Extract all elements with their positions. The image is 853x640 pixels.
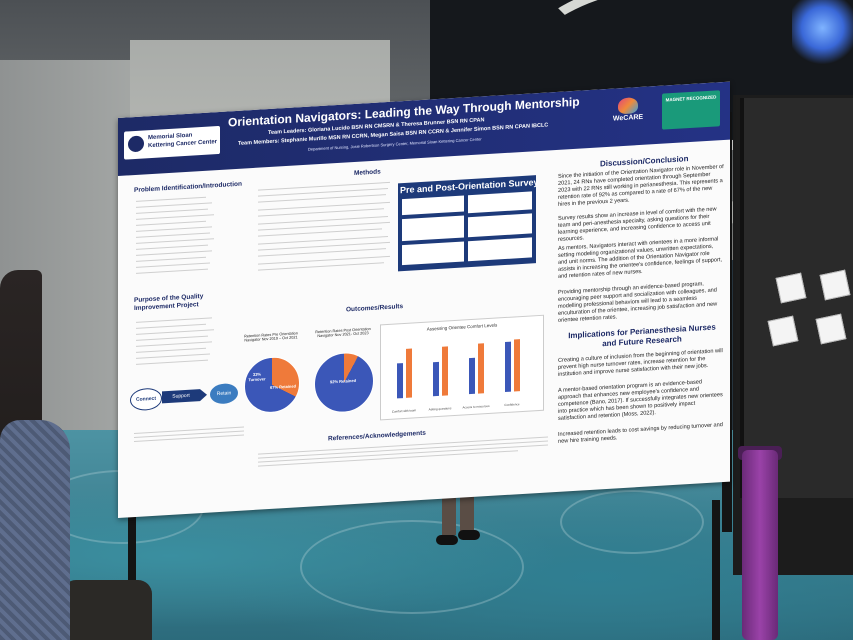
carpet-pattern	[560, 490, 704, 554]
implication-bullet-2: A mentor-based orientation program is an…	[558, 379, 723, 422]
magnet-logo: MAGNET RECOGNIZED	[662, 90, 720, 130]
implications-heading: Implications for Perianesthesia Nurses a…	[568, 322, 716, 349]
bar-category-label: Asking questions	[428, 406, 452, 412]
carpet-pattern	[300, 520, 524, 614]
implication-bullet-3: Increased retention leads to cost saving…	[558, 422, 723, 445]
bag	[62, 580, 152, 640]
bar-category-label: Confidence	[504, 402, 520, 408]
survey-question-card	[402, 241, 464, 266]
implication-bullet-1: Creating a culture of inclusion from the…	[558, 348, 723, 378]
bar-pre-2	[469, 357, 475, 395]
bar-category-label: Comfort with team	[391, 408, 417, 415]
methods-heading: Methods	[354, 168, 381, 177]
bar-pre-1	[433, 362, 439, 397]
connect-support-retain-diagram: Connect Support Retain	[130, 381, 240, 418]
survey-question-card	[468, 191, 532, 214]
pinned-note	[775, 272, 807, 304]
bar-post-0	[406, 348, 412, 398]
purple-stanchion	[742, 450, 778, 640]
survey-question-card	[402, 215, 464, 242]
survey-question-card	[468, 213, 532, 238]
bar-post-2	[478, 342, 484, 394]
bar-pre-0	[397, 363, 403, 399]
person-coat	[0, 420, 70, 640]
survey-panel: Pre and Post-Orientation Survey	[398, 175, 539, 272]
connect-circle: Connect	[130, 387, 162, 412]
wecare-logo: WeCARE	[608, 97, 648, 131]
support-arrow: Support	[162, 389, 200, 404]
survey-question-card	[402, 195, 464, 216]
purpose-heading: Purpose of the Quality Improvement Proje…	[134, 292, 204, 313]
magnet-label: MAGNET RECOGNIZED	[665, 94, 717, 103]
discussion-bullet-3: As mentors, Navigators interact with ori…	[558, 236, 723, 280]
wecare-label: WeCARE	[612, 113, 644, 123]
bar-chart: Assessing Orientee Comfort Levels Comfor…	[380, 314, 544, 421]
mskcc-seal-icon	[128, 135, 144, 153]
bar-category-label: Access to resources	[462, 404, 490, 410]
bar-chart-plot: Comfort with team Asking questions Access …	[381, 316, 543, 420]
pinned-note	[767, 315, 799, 347]
problem-heading: Problem Identification/Introduction	[134, 180, 242, 195]
easel-leg	[128, 450, 136, 640]
bar-pre-3	[505, 341, 511, 393]
bar-post-3	[514, 339, 520, 392]
research-poster: Memorial Sloan Kettering Cancer Center O…	[118, 81, 730, 518]
pinned-note	[819, 269, 851, 301]
heart-icon	[618, 97, 638, 115]
arrow-head-icon	[200, 388, 207, 402]
blue-chandelier	[792, 0, 853, 70]
outcomes-heading: Outcomes/Results	[346, 303, 404, 314]
survey-question-card	[468, 237, 532, 262]
discussion-bullet-1: Since the initiation of the Orientation …	[558, 164, 724, 208]
pinned-note	[815, 313, 847, 345]
shoe	[458, 530, 480, 540]
discussion-bullet-4: Providing mentorship through an evidence…	[558, 281, 718, 324]
institution-name: Memorial Sloan Kettering Cancer Center	[148, 132, 218, 150]
easel-leg	[712, 500, 720, 640]
retain-circle: Retain	[210, 382, 238, 405]
shoe	[436, 535, 458, 545]
pie-left-title: Retention Rates Pre Orientation Navigato…	[244, 331, 298, 343]
mskcc-logo: Memorial Sloan Kettering Cancer Center	[124, 125, 220, 160]
pie-left-turnover: 33% Turnover	[248, 371, 266, 383]
pie-right-title: Retention Rates Post Orientation Navigat…	[315, 326, 371, 339]
references-heading: References/Acknowledgements	[328, 429, 426, 443]
bar-post-1	[442, 346, 448, 396]
